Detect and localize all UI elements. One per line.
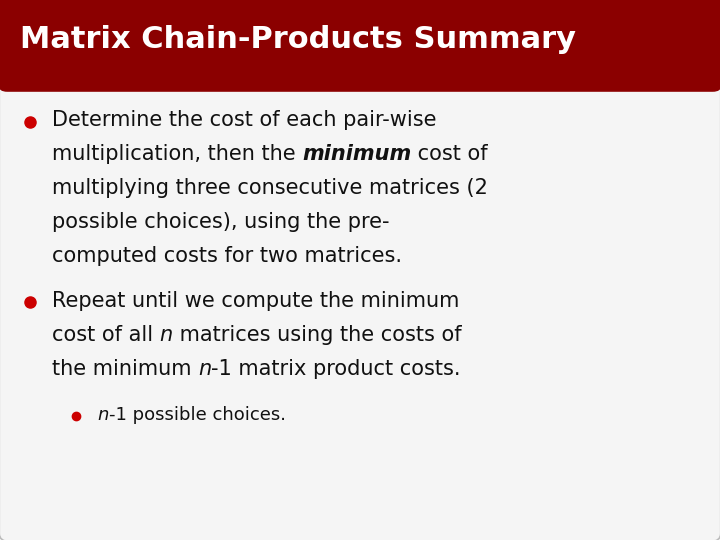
Bar (0, 0, 720, 80)
Text: cost of: cost of (411, 144, 488, 164)
Text: multiplying three consecutive matrices (2: multiplying three consecutive matrices (… (52, 178, 487, 198)
Bar (7, 0, 713, 45)
Text: n: n (198, 359, 211, 379)
Text: -1 possible choices.: -1 possible choices. (109, 406, 286, 424)
FancyBboxPatch shape (0, 79, 720, 540)
Text: Matrix Chain-Products Summary: Matrix Chain-Products Summary (20, 25, 576, 55)
Text: possible choices), using the pre-: possible choices), using the pre- (52, 212, 390, 232)
Text: matrices using the costs of: matrices using the costs of (173, 325, 462, 345)
Text: computed costs for two matrices.: computed costs for two matrices. (52, 246, 402, 266)
Text: n: n (97, 406, 109, 424)
Text: minimum: minimum (302, 144, 411, 164)
Text: cost of all: cost of all (52, 325, 160, 345)
Text: n: n (160, 325, 173, 345)
Text: multiplication, then the: multiplication, then the (52, 144, 302, 164)
Text: -1 matrix product costs.: -1 matrix product costs. (211, 359, 461, 379)
FancyBboxPatch shape (0, 0, 720, 92)
Text: Repeat until we compute the minimum: Repeat until we compute the minimum (52, 291, 459, 310)
Text: Determine the cost of each pair-wise: Determine the cost of each pair-wise (52, 110, 436, 130)
Text: the minimum: the minimum (52, 359, 198, 379)
